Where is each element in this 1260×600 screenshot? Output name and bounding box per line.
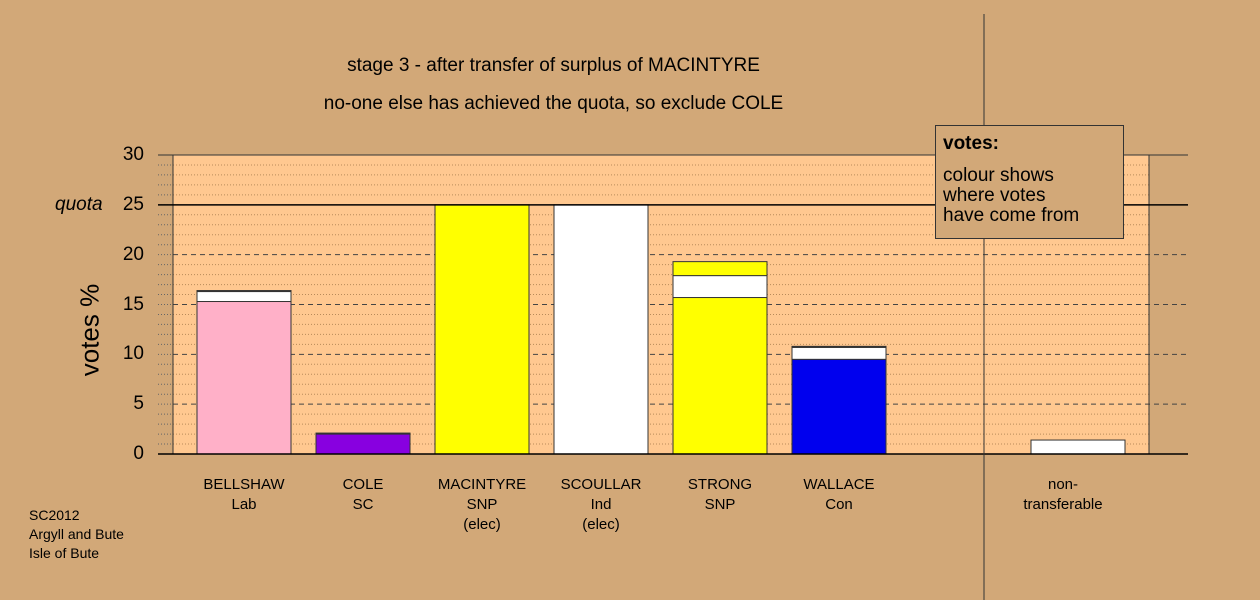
bars [196,204,1126,455]
nontransferable-label: non- transferable [998,475,1128,515]
category-label-line: SNP [704,496,736,513]
y-tick-label: 25 [122,193,144,215]
category-label-line: SNP [466,496,498,513]
bar-segment [196,290,292,293]
legend-line: colour shows [943,165,1054,186]
footer-line: SC2012 [29,507,80,523]
nontransferable-label-line: transferable [1023,496,1103,513]
quota-label: quota [55,194,103,215]
bar-segment [672,297,768,455]
y-tick-label: 15 [122,293,144,315]
category-label-line: SCOULLAR [560,476,642,493]
nontransferable-label-line: non- [1047,476,1079,493]
category-label-line: BELLSHAW [203,476,285,493]
category-label-line: WALLACE [803,476,875,493]
category-label-line: Lab [231,496,257,513]
bar-segment [1030,439,1126,455]
bar-segment [791,358,887,455]
category-label: BELLSHAW Lab [179,475,309,515]
category-label: MACINTYRE SNP (elec) [417,475,547,535]
bar-segment [196,291,292,303]
bar-segment [315,433,411,455]
category-label-line: (elec) [582,516,620,533]
legend-heading: votes: [943,133,999,154]
y-tick-label: 5 [133,393,144,415]
category-label-line: COLE [342,476,384,493]
category-label-line: STRONG [687,476,753,493]
bar-segment [196,301,292,455]
category-label-line: (elec) [463,516,501,533]
chart-subtitle: no-one else has achieved the quota, so e… [323,93,784,114]
bar-segment [791,346,887,360]
bar-segment [672,275,768,299]
legend: votes: colour shows where votes have com… [935,125,1124,239]
y-tick-label: 0 [133,443,144,464]
bar-segment [791,345,887,348]
category-label-line: MACINTYRE [437,476,527,493]
bar-segment [672,261,768,277]
category-label: SCOULLAR Ind (elec) [536,475,666,535]
legend-line: have come from [943,205,1080,226]
footer: SC2012 Argyll and Bute Isle of Bute [29,506,124,563]
y-tick-label: 20 [122,243,144,265]
category-label: COLE SC [298,475,428,515]
category-label: WALLACE Con [774,475,904,515]
footer-line: Isle of Bute [29,545,100,561]
y-tick-label: 10 [122,343,144,365]
chart-title: stage 3 - after transfer of surplus of M… [347,55,760,76]
bar-segment [315,432,411,435]
category-label-line: SC [352,496,374,513]
category-label: STRONG SNP [655,475,785,515]
category-label-line: Ind [590,496,612,513]
legend-line: where votes [943,185,1046,206]
category-label-line: Con [825,496,853,513]
bar-segment [553,204,649,455]
bar-segment [434,204,530,455]
footer-line: Argyll and Bute [29,526,124,542]
y-tick-label: 30 [122,144,144,165]
